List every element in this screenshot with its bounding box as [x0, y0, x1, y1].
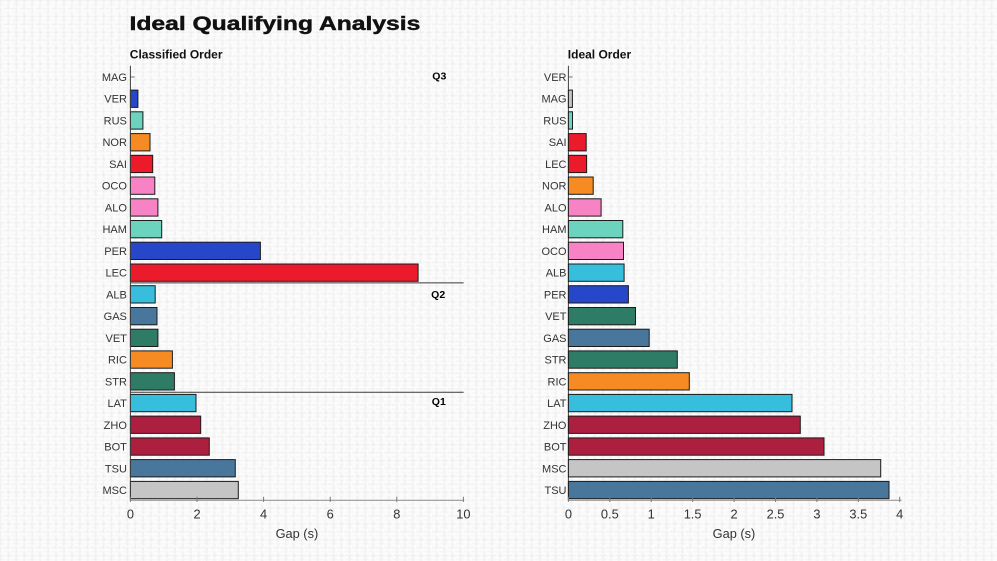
svg-text:0: 0: [565, 507, 572, 522]
svg-text:VER: VER: [544, 72, 567, 84]
svg-text:3.5: 3.5: [849, 507, 867, 522]
svg-text:NOR: NOR: [102, 137, 127, 149]
svg-text:6: 6: [327, 507, 334, 522]
svg-text:LAT: LAT: [108, 398, 128, 410]
svg-text:BOT: BOT: [104, 442, 127, 454]
svg-text:1: 1: [648, 507, 655, 522]
svg-text:OCO: OCO: [541, 246, 567, 258]
svg-text:MAG: MAG: [102, 72, 127, 84]
svg-text:NOR: NOR: [542, 181, 567, 193]
svg-text:8: 8: [393, 507, 400, 522]
svg-text:RUS: RUS: [104, 116, 127, 128]
svg-text:10: 10: [456, 507, 470, 522]
svg-text:Gap (s): Gap (s): [276, 526, 319, 541]
svg-text:2: 2: [731, 507, 738, 522]
svg-text:PER: PER: [544, 289, 567, 301]
svg-text:ALB: ALB: [106, 289, 127, 301]
svg-text:Gap (s): Gap (s): [713, 526, 756, 541]
svg-text:Q3: Q3: [432, 70, 446, 82]
svg-text:VET: VET: [105, 333, 127, 345]
svg-text:ZHO: ZHO: [543, 420, 567, 432]
svg-text:3: 3: [813, 507, 820, 522]
svg-text:SAI: SAI: [109, 159, 127, 171]
svg-text:ALO: ALO: [105, 202, 127, 214]
svg-text:MAG: MAG: [541, 94, 566, 106]
svg-text:1.5: 1.5: [684, 507, 702, 522]
svg-text:STR: STR: [545, 355, 567, 367]
svg-text:LAT: LAT: [547, 398, 567, 410]
svg-text:HAM: HAM: [102, 224, 126, 236]
svg-text:ZHO: ZHO: [104, 420, 128, 432]
svg-text:2: 2: [193, 507, 200, 522]
svg-text:MSC: MSC: [542, 463, 567, 475]
svg-text:MSC: MSC: [102, 485, 127, 497]
svg-text:RIC: RIC: [108, 355, 127, 367]
svg-text:GAS: GAS: [104, 311, 127, 323]
svg-text:PER: PER: [104, 246, 127, 258]
svg-text:VET: VET: [545, 311, 567, 323]
svg-text:Ideal Order: Ideal Order: [568, 48, 632, 62]
svg-text:Classified Order: Classified Order: [130, 48, 223, 62]
svg-text:4: 4: [896, 507, 903, 522]
svg-text:STR: STR: [105, 376, 127, 388]
svg-text:ALB: ALB: [546, 268, 567, 280]
svg-text:VER: VER: [104, 94, 127, 106]
svg-text:RUS: RUS: [543, 116, 566, 128]
svg-text:0.5: 0.5: [601, 507, 619, 522]
svg-text:BOT: BOT: [544, 442, 567, 454]
svg-text:2.5: 2.5: [767, 507, 785, 522]
svg-text:Q2: Q2: [431, 289, 445, 301]
svg-text:RIC: RIC: [548, 376, 567, 388]
svg-text:LEC: LEC: [105, 268, 126, 280]
svg-text:0: 0: [127, 507, 134, 522]
svg-text:TSU: TSU: [545, 485, 567, 497]
svg-text:SAI: SAI: [549, 137, 567, 149]
svg-text:Ideal Qualifying Analysis: Ideal Qualifying Analysis: [130, 13, 421, 35]
svg-text:ALO: ALO: [544, 202, 566, 214]
svg-text:GAS: GAS: [543, 333, 566, 345]
svg-text:Q1: Q1: [432, 396, 446, 408]
svg-text:LEC: LEC: [545, 159, 566, 171]
svg-text:OCO: OCO: [102, 181, 128, 193]
svg-text:TSU: TSU: [105, 463, 127, 475]
svg-text:4: 4: [260, 507, 267, 522]
svg-text:HAM: HAM: [542, 224, 566, 236]
